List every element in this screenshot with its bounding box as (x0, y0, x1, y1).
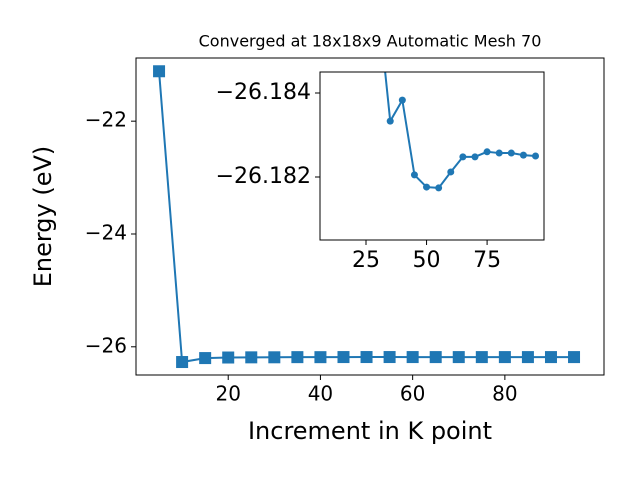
chart-title: Converged at 18x18x9 Automatic Mesh 70 (199, 32, 542, 51)
marker (471, 153, 479, 161)
y-tick-label: −26.184 (216, 80, 311, 105)
y-tick-label: −26 (85, 333, 127, 357)
marker (447, 168, 455, 176)
y-tick-label: −24 (85, 220, 127, 244)
marker (410, 171, 418, 179)
marker (519, 151, 527, 159)
marker (521, 351, 534, 364)
marker (314, 351, 327, 364)
marker (423, 183, 431, 191)
marker (268, 351, 281, 364)
marker (176, 356, 189, 369)
x-tick-label: 80 (492, 382, 517, 406)
marker (386, 117, 394, 125)
x-tick-label: 75 (473, 248, 501, 273)
marker (568, 351, 581, 364)
marker (452, 351, 465, 364)
marker (532, 152, 540, 160)
y-tick-label: −22 (85, 108, 127, 132)
plot-group (375, 0, 540, 192)
marker (291, 351, 304, 364)
axes-frame (319, 71, 545, 241)
marker (544, 351, 557, 364)
marker (245, 351, 258, 364)
marker (507, 149, 515, 157)
marker (222, 351, 235, 364)
marker (435, 184, 443, 192)
x-tick-label: 25 (352, 248, 380, 273)
x-tick-label: 50 (413, 248, 441, 273)
y-axis-label: Energy (eV) (29, 146, 57, 288)
marker (360, 351, 373, 364)
marker (459, 153, 467, 161)
x-tick-label: 20 (215, 382, 240, 406)
marker (199, 352, 212, 365)
marker (483, 148, 491, 156)
marker (383, 351, 396, 364)
x-axis-label: Increment in K point (248, 417, 492, 445)
marker (153, 65, 166, 78)
plot-group (153, 65, 581, 369)
x-tick-label: 60 (400, 382, 425, 406)
marker (375, 0, 382, 7)
marker (495, 149, 503, 157)
y-tick-label: −26.182 (216, 164, 311, 189)
marker (498, 351, 511, 364)
marker (398, 96, 406, 104)
marker (475, 351, 488, 364)
marker (406, 351, 419, 364)
marker (429, 351, 442, 364)
plot-background (320, 72, 544, 240)
marker (337, 351, 350, 364)
axes-frame (135, 57, 605, 376)
x-tick-label: 40 (308, 382, 333, 406)
